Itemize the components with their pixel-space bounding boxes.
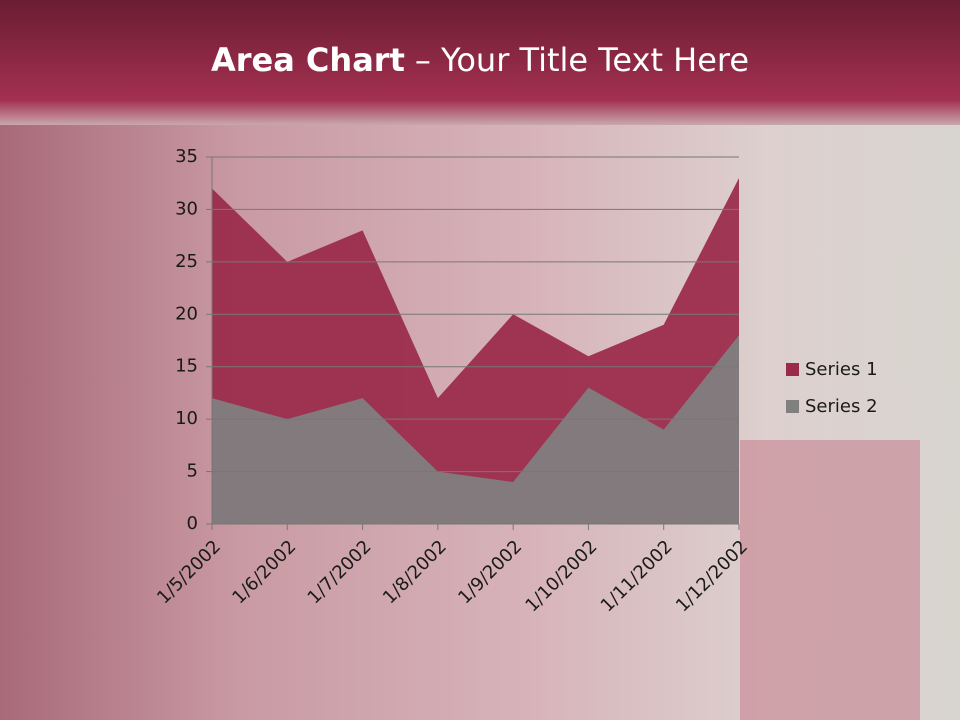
legend-swatch: [786, 400, 799, 413]
title-rest: – Your Title Text Here: [415, 41, 749, 79]
area: [212, 335, 739, 524]
y-tick-label: 0: [187, 513, 198, 534]
background-shape: [740, 440, 920, 720]
title-bold: Area Chart: [211, 41, 405, 79]
y-tick-label: 35: [175, 146, 198, 167]
legend-label: Series 2: [805, 396, 878, 417]
header-band: [0, 0, 960, 125]
y-tick-label: 10: [175, 408, 198, 429]
y-tick-label: 30: [175, 198, 198, 219]
slide-title: Area Chart – Your Title Text Here: [211, 41, 749, 79]
y-tick-label: 25: [175, 251, 198, 272]
legend-label: Series 1: [805, 359, 878, 380]
y-tick-label: 5: [187, 461, 198, 482]
y-tick-label: 15: [175, 356, 198, 377]
y-tick-label: 20: [175, 303, 198, 324]
legend-swatch: [786, 363, 799, 376]
